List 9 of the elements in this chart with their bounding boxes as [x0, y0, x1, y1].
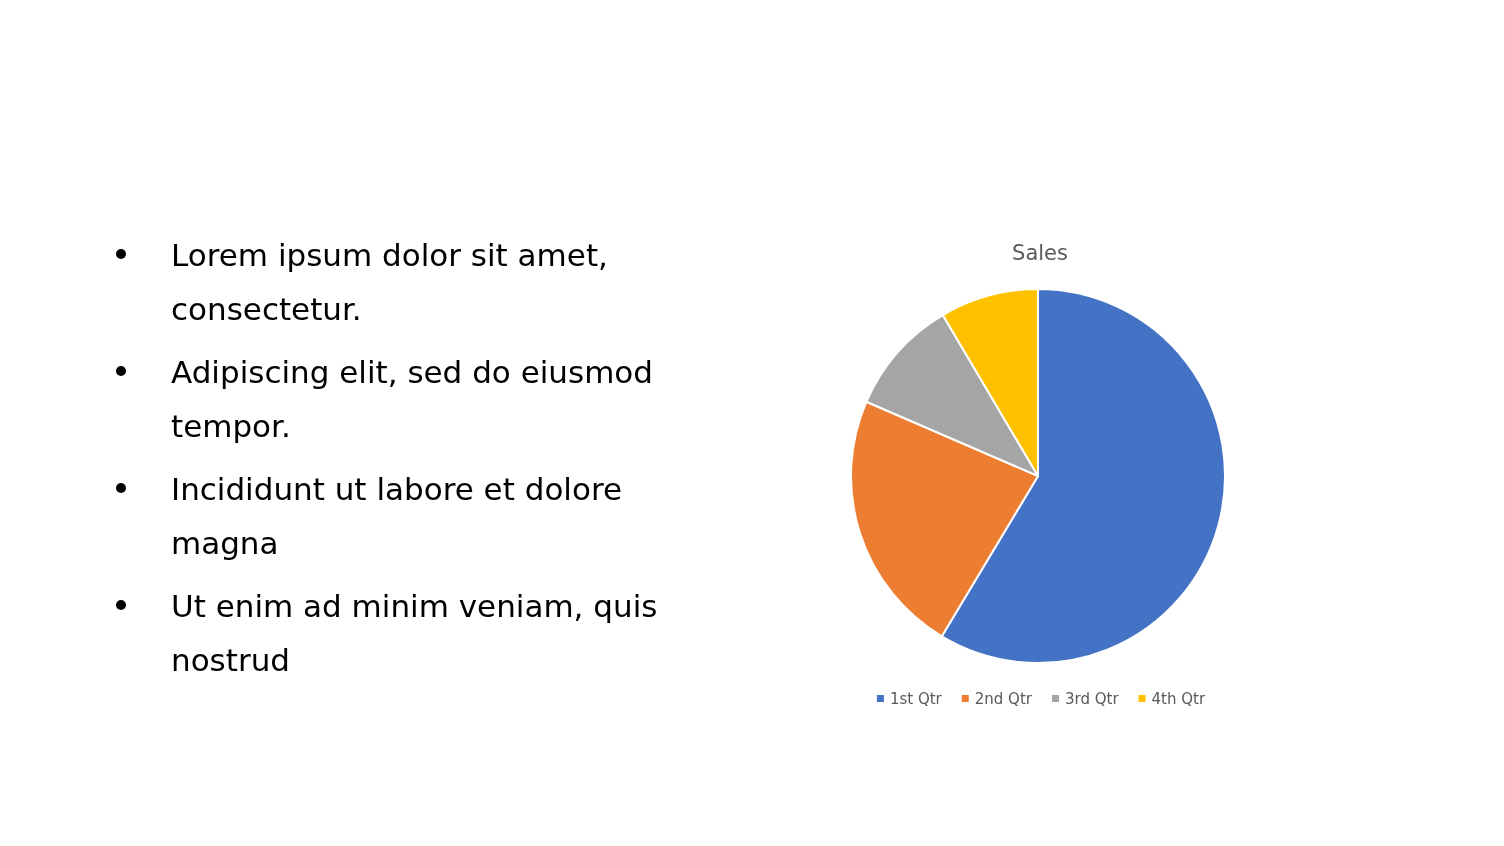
legend-label: 1st Qtr: [889, 689, 943, 708]
legend-label: 2nd Qtr: [974, 689, 1033, 708]
text: Incididunt ut labore et dolore magna: [171, 471, 623, 561]
legend-label: 3rd Qtr: [1064, 689, 1120, 708]
text: Lorem ipsum dolor sit amet, consectetur.: [171, 237, 608, 327]
chart-title: Sales: [1012, 240, 1068, 265]
legend-label: 4th Qtr: [1151, 689, 1206, 708]
text: Adipiscing elit, sed do eiusmod tempor.: [171, 354, 653, 444]
text: Ut enim ad minim veniam, quis nostrud: [171, 588, 658, 678]
